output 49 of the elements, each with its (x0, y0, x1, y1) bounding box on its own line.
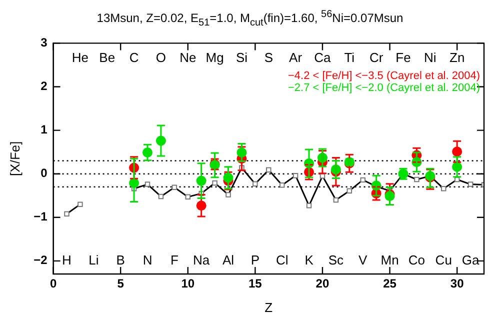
annotation: Co (408, 252, 426, 268)
x-tick-label: 20 (316, 276, 330, 291)
annotation: B (116, 252, 125, 268)
annotation: Ni (424, 50, 436, 65)
annotation: Na (193, 252, 210, 268)
annotation: Si (236, 50, 248, 65)
x-tick-label: 30 (450, 276, 464, 291)
x-tick-label: 0 (50, 276, 57, 291)
annotation: N (142, 252, 152, 268)
annotation: P (250, 252, 260, 268)
annotation: Li (88, 252, 99, 268)
annotation: Mn (380, 252, 399, 268)
annotation: Al (222, 252, 234, 268)
y-tick-label: 1 (40, 122, 48, 137)
y-tick-label: 0 (40, 166, 48, 180)
y-axis-title: [X/Fe] (7, 141, 22, 176)
x-tick-label: 15 (248, 276, 262, 291)
annotation: K (304, 252, 314, 268)
annotation: Ar (289, 50, 303, 65)
annotation: Mg (206, 50, 224, 65)
text: −4.2 < [Fe/H] <−3.5 (Cayrel et al. 2004) (288, 70, 480, 82)
x-tick-label: 25 (383, 276, 397, 291)
annotation: Be (99, 50, 116, 65)
annotation: F (170, 252, 178, 268)
x-axis-title: Z (264, 300, 273, 315)
annotation: S (264, 50, 274, 65)
annotation: Fe (396, 50, 411, 65)
text: −2.7 < [Fe/H] <−2.0 (Cayrel et al. 2004) (288, 82, 480, 94)
annotation: C (129, 50, 139, 65)
y-tick-label: −2 (34, 253, 48, 268)
x-tick-label: 10 (181, 276, 195, 291)
annotation: H (62, 252, 72, 268)
annotation: Ti (344, 50, 355, 65)
annotation: Sc (328, 252, 344, 268)
annotation: Cr (369, 50, 384, 65)
annotation: Ca (314, 50, 332, 65)
y-tick-label: −1 (34, 210, 48, 224)
y-tick-label: 3 (40, 36, 48, 50)
annotation: Zn (449, 50, 465, 65)
y-tick-label: 2 (40, 79, 48, 94)
annotation: Cu (435, 252, 452, 268)
annotation: He (72, 50, 89, 65)
annotation: V (358, 252, 368, 268)
chart-title: 13Msun, Z=0.02, E$_{51}$=1.0, M$_{cut}$(fin)=1.60, $^{56}$Ni=0.07Msun (96, 8, 404, 30)
annotation: O (156, 50, 166, 65)
annotation: Cl (276, 252, 288, 268)
x-tick-label: 5 (117, 276, 124, 291)
annotation: Ne (180, 50, 196, 65)
annotation: Ga (462, 252, 480, 268)
